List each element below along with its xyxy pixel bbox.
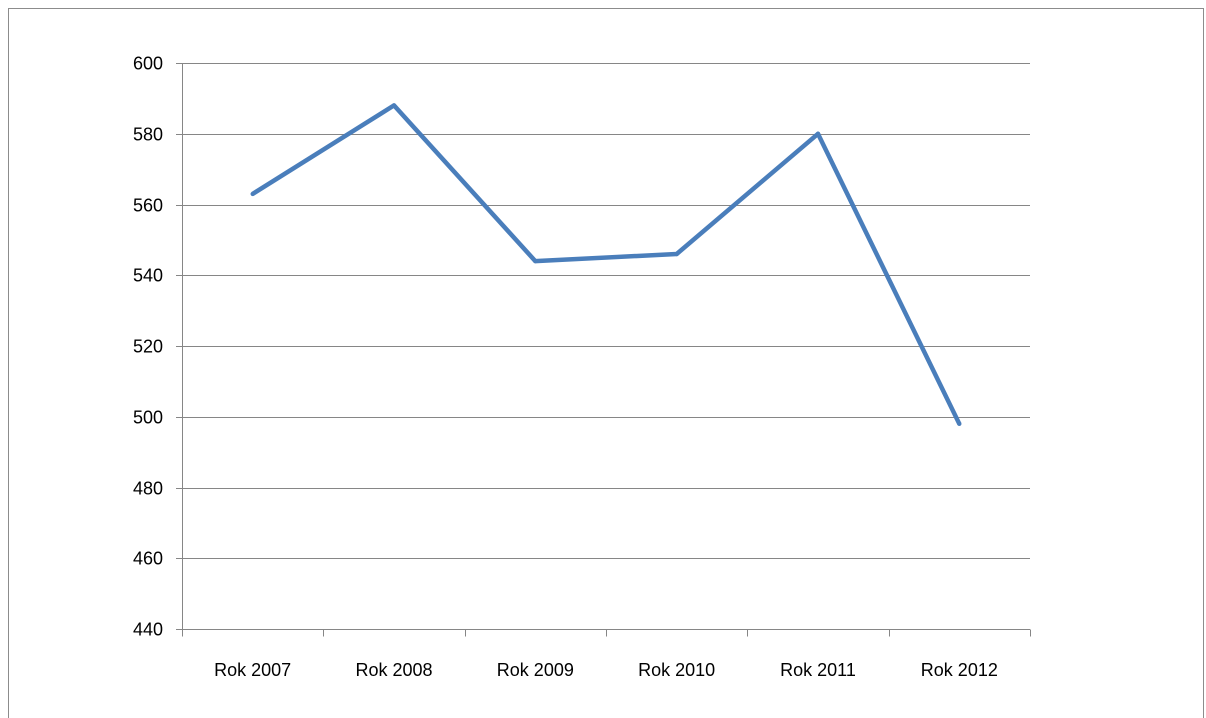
y-tick-label-500: 500 [133, 408, 163, 428]
x-tick-label-1: Rok 2007 [214, 660, 291, 680]
y-tick-label-480: 480 [133, 479, 163, 499]
data-point-2 [391, 103, 397, 108]
series [250, 103, 962, 426]
axes [176, 63, 1031, 637]
x-tick-label-3: Rok 2009 [497, 660, 574, 680]
chart-frame [8, 8, 1204, 718]
data-point-4 [674, 251, 679, 257]
x-tick-label-2: Rok 2008 [355, 660, 432, 680]
y-tick-labels: 440 460 480 500 520 540 560 580 600 [133, 54, 163, 640]
y-tick-label-560: 560 [133, 196, 163, 216]
x-tick-label-6: Rok 2012 [921, 660, 998, 680]
y-tick-label-540: 540 [133, 266, 163, 286]
y-tick-label-600: 600 [133, 54, 163, 74]
x-tick-label-5: Rok 2011 [780, 660, 856, 680]
x-tick-label-4: Rok 2010 [638, 660, 715, 680]
data-point-6 [957, 421, 962, 426]
y-tick-label-580: 580 [133, 125, 163, 145]
x-tick-labels: Rok 2007 Rok 2008 Rok 2009 Rok 2010 Rok 2011… [214, 660, 998, 680]
series-line-1 [251, 103, 962, 425]
y-tick-label-440: 440 [133, 620, 163, 640]
y-tick-label-520: 520 [133, 337, 163, 357]
gridlines [176, 63, 1030, 559]
data-point-5 [815, 131, 821, 136]
data-point-3 [533, 258, 538, 264]
y-tick-label-460: 460 [133, 549, 163, 569]
data-point-1 [250, 191, 255, 197]
